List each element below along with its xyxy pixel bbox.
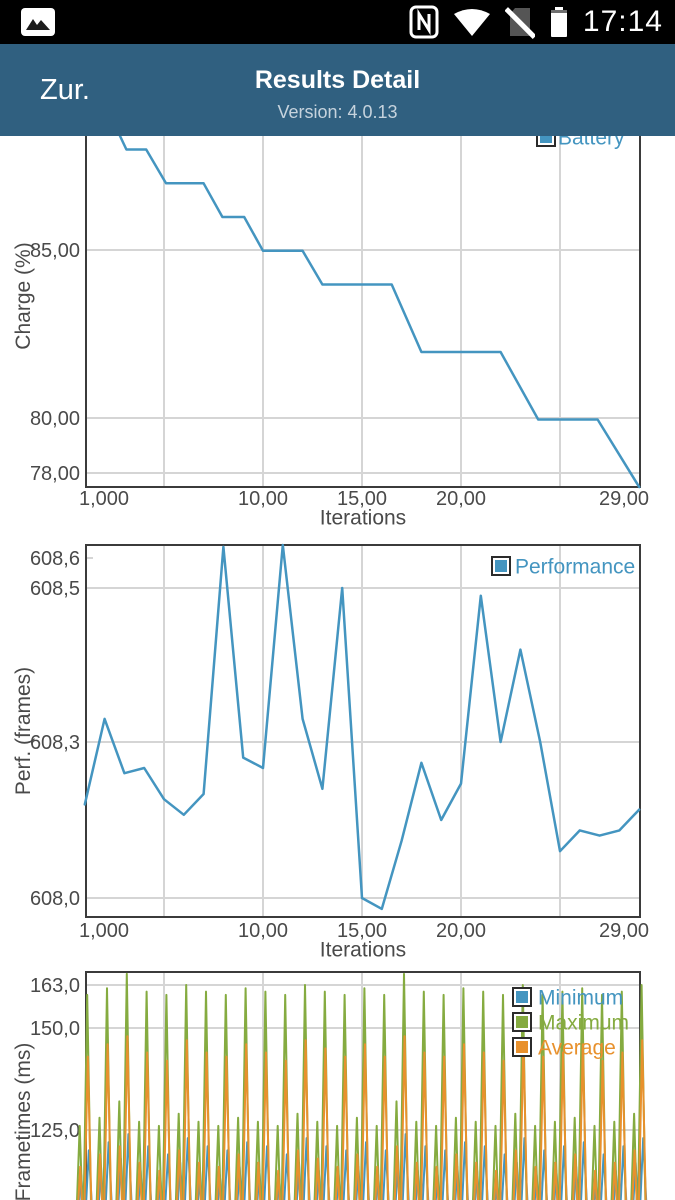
gallery-notification-icon xyxy=(20,7,56,37)
battery-icon xyxy=(548,5,570,39)
page-subtitle: Version: 4.0.13 xyxy=(277,102,398,122)
svg-text:Performance: Performance xyxy=(515,555,635,578)
svg-text:Frametimes (ms): Frametimes (ms) xyxy=(12,1043,35,1200)
svg-text:150,0: 150,0 xyxy=(30,1018,80,1040)
svg-text:85,00: 85,00 xyxy=(30,240,80,262)
battery-svg: 85,00 80,00 78,00 1,000 10,00 15,00 20,00 29,00… xyxy=(12,104,649,529)
performance-svg: 608,6 608,5 608,3 608,0 1,000 10,00 15,00 20,00… xyxy=(12,543,649,960)
svg-text:Perf. (frames): Perf. (frames) xyxy=(12,667,35,795)
svg-text:15,00: 15,00 xyxy=(337,488,387,510)
svg-text:15,00: 15,00 xyxy=(337,920,387,942)
status-clock: 17:14 xyxy=(582,5,663,38)
svg-text:608,6: 608,6 xyxy=(30,548,80,570)
svg-text:608,5: 608,5 xyxy=(30,578,80,600)
wifi-icon xyxy=(452,6,492,38)
svg-text:10,00: 10,00 xyxy=(238,488,288,510)
svg-text:Maximum: Maximum xyxy=(538,1011,629,1034)
svg-text:1,000: 1,000 xyxy=(79,920,129,942)
svg-text:Minimum: Minimum xyxy=(538,986,623,1009)
svg-text:29,00: 29,00 xyxy=(599,920,649,942)
status-bar: 17:14 xyxy=(0,0,675,44)
svg-text:608,0: 608,0 xyxy=(30,888,80,910)
svg-text:125,0: 125,0 xyxy=(30,1120,80,1142)
svg-text:29,00: 29,00 xyxy=(599,488,649,510)
no-sim-icon xyxy=(504,5,535,39)
svg-text:Iterations: Iterations xyxy=(320,506,406,529)
svg-text:Charge (%): Charge (%) xyxy=(12,242,35,349)
nfc-icon xyxy=(409,5,439,39)
svg-text:163,0: 163,0 xyxy=(30,975,80,997)
svg-text:78,00: 78,00 xyxy=(30,463,80,485)
frametimes-chart[interactable]: 163,0 150,0 125,0 Frametimes (ms) Minimum Max… xyxy=(0,965,675,1200)
svg-text:1,000: 1,000 xyxy=(79,488,129,510)
svg-text:20,00: 20,00 xyxy=(436,488,486,510)
performance-chart[interactable]: 608,6 608,5 608,3 608,0 1,000 10,00 15,00 20,00… xyxy=(0,536,675,960)
page-title: Results Detail xyxy=(254,66,421,94)
svg-text:10,00: 10,00 xyxy=(238,920,288,942)
svg-text:80,00: 80,00 xyxy=(30,408,80,430)
svg-text:20,00: 20,00 xyxy=(436,920,486,942)
svg-text:Iterations: Iterations xyxy=(320,938,406,960)
svg-text:608,3: 608,3 xyxy=(30,732,80,754)
svg-text:Average: Average xyxy=(538,1036,616,1059)
back-button[interactable]: Zur. xyxy=(40,74,90,106)
app-bar: Zur. Results Detail Version: 4.0.13 xyxy=(0,44,675,136)
battery-chart[interactable]: 85,00 80,00 78,00 1,000 10,00 15,00 20,00 29,00… xyxy=(0,96,675,530)
